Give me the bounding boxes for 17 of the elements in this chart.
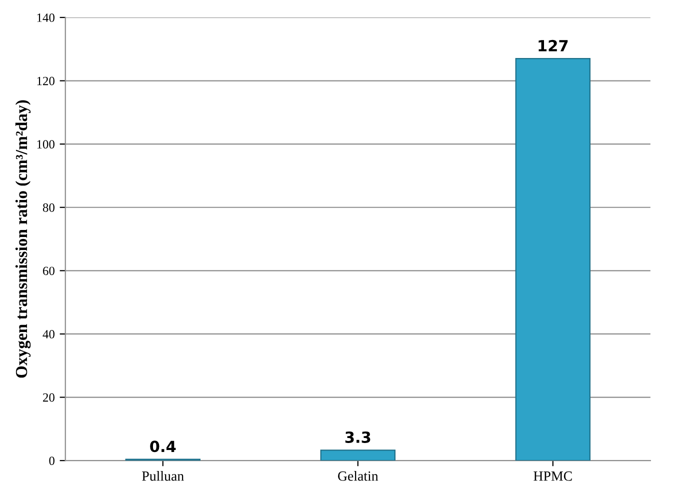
- y-tick-label: 140: [37, 13, 54, 22]
- data-label: 0.4: [150, 440, 176, 452]
- y-tick-label: 40: [42, 330, 54, 338]
- bar: [515, 58, 591, 461]
- data-label: 3.3: [345, 431, 370, 444]
- y-axis-title: Oxygen transmission ratio (cm³/m²day): [15, 100, 31, 378]
- x-tick-label: Pulluan: [142, 470, 184, 481]
- y-tick-label: 80: [42, 203, 54, 212]
- y-tick-label: 100: [37, 140, 54, 149]
- bar: [320, 450, 396, 461]
- y-tick-label: 20: [43, 393, 54, 402]
- x-tick-label: Gelatin: [338, 470, 378, 481]
- data-label: 127: [538, 40, 568, 52]
- y-tick-label: 0: [49, 456, 54, 466]
- y-tick-label: 60: [43, 266, 54, 276]
- x-tick-label: HPMC: [534, 471, 572, 481]
- y-tick-label: 120: [37, 76, 54, 86]
